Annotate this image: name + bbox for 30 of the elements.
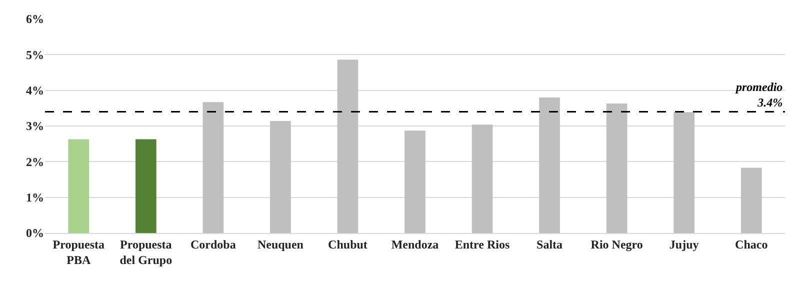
y-tick-label: 0% [26,226,44,240]
x-tick-label: Jujuy [669,237,699,252]
x-tick-label: Propuesta del Grupo [120,237,172,267]
x-tick-label: Salta [536,237,563,252]
x-tick-label: Entre Rios [454,237,510,252]
bar [337,60,358,233]
bar [404,130,426,233]
y-tick-label: 5% [26,48,44,62]
x-tick-label: Neuquen [257,237,304,252]
x-tick-label: Chaco [735,237,768,252]
y-tick-label: 2% [26,154,44,169]
bar [270,121,291,233]
x-tick-label: Propuesta PBA [52,237,105,267]
bar [135,139,156,233]
ref-line-label: promedio 3.4% [735,80,783,110]
x-tick-label: Cordoba [190,237,236,252]
bar [606,104,628,233]
y-tick-label: 3% [26,119,44,134]
y-tick-label: 1% [26,190,44,205]
bar [472,124,493,233]
bar [674,112,695,233]
x-tick-label: Chubut [328,237,368,252]
x-tick-label: Rio Negro [590,237,643,252]
y-tick-label: 6% [26,12,44,26]
x-tick-label: Mendoza [391,237,439,252]
bar [539,97,560,233]
bar [68,139,90,233]
bar [202,102,224,233]
y-tick-label: 4% [26,84,44,98]
bar [740,168,762,233]
